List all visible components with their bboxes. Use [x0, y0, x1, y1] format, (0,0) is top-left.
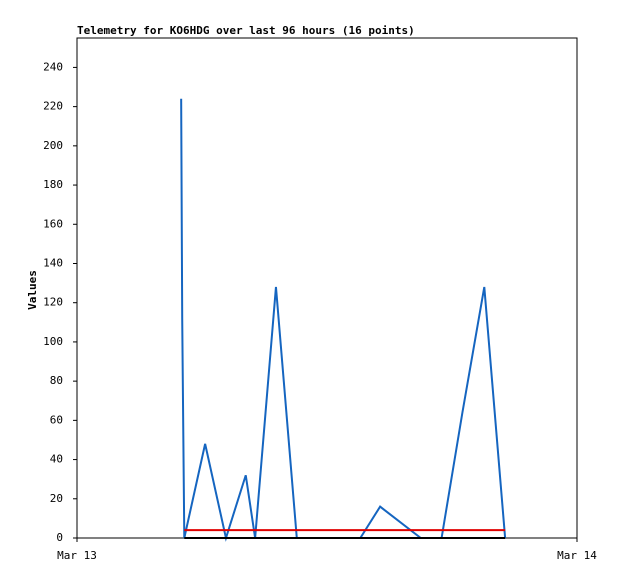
series-line	[180, 98, 507, 542]
y-tick-label: 100	[43, 335, 63, 348]
y-tick-label: 60	[50, 413, 63, 426]
y-tick-label: 200	[43, 139, 63, 152]
y-tick-label: 0	[56, 531, 63, 544]
y-tick-label: 80	[50, 374, 63, 387]
x-tick-label: Mar 13	[57, 549, 97, 562]
x-tick-label: Mar 14	[557, 549, 597, 562]
y-tick-label: 160	[43, 217, 63, 230]
y-axis-label: Values	[26, 270, 39, 310]
y-tick-label: 40	[50, 453, 63, 466]
y-tick-label: 180	[43, 178, 63, 191]
chart-title: Telemetry for KO6HDG over last 96 hours …	[77, 24, 415, 37]
y-tick-label: 240	[43, 60, 63, 73]
y-tick-label: 20	[50, 492, 63, 505]
y-tick-label: 120	[43, 296, 63, 309]
y-tick-label: 220	[43, 100, 63, 113]
y-tick-label: 140	[43, 256, 63, 269]
